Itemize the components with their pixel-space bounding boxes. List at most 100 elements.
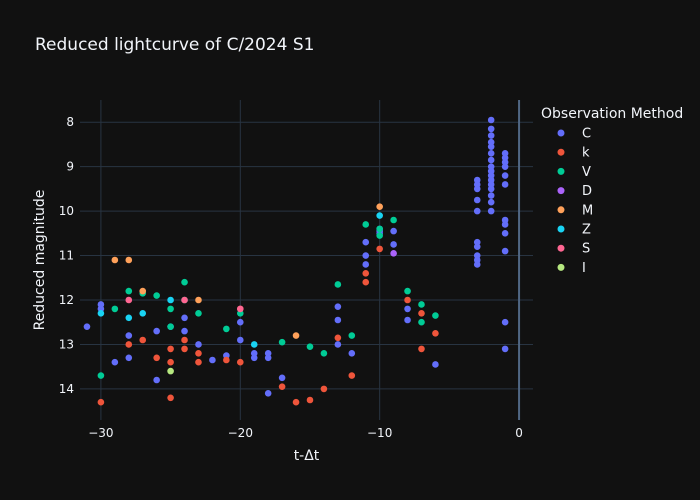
legend-item-C[interactable]: C — [557, 127, 592, 142]
point-Z — [97, 310, 105, 317]
point-k — [181, 336, 188, 344]
point-C — [501, 247, 509, 255]
point-V — [97, 372, 105, 379]
grid-lines — [80, 100, 533, 420]
legend-marker — [557, 263, 565, 271]
legend-marker — [557, 225, 565, 233]
y-tick-label: 11 — [59, 249, 74, 263]
legend-marker — [557, 167, 565, 175]
point-C — [487, 192, 495, 199]
point-C — [83, 323, 91, 330]
point-S — [125, 296, 133, 304]
point-C — [334, 316, 342, 324]
legend-item-D[interactable]: D — [557, 184, 593, 199]
point-M — [111, 256, 119, 264]
y-tick-label: 14 — [59, 382, 74, 396]
legend-label: S — [582, 242, 590, 257]
legend-label: I — [582, 261, 586, 276]
point-C — [501, 230, 509, 237]
point-k — [181, 345, 188, 353]
point-C — [473, 185, 481, 193]
point-V — [362, 221, 370, 228]
series-S — [125, 296, 244, 313]
y-tick-label: 12 — [59, 293, 74, 307]
point-C — [501, 345, 509, 353]
point-M — [125, 256, 133, 264]
point-k — [348, 372, 356, 379]
point-C — [432, 361, 439, 368]
point-C — [153, 376, 160, 384]
point-V — [320, 350, 328, 357]
point-S — [236, 305, 244, 313]
legend-item-I[interactable]: I — [557, 261, 586, 276]
legend-label: C — [582, 127, 591, 142]
legend-title: Observation Method — [541, 106, 683, 122]
point-Z — [376, 212, 383, 219]
point-k — [404, 296, 411, 304]
point-C — [404, 316, 411, 324]
point-V — [223, 325, 230, 333]
legend-label: V — [582, 165, 591, 180]
point-C — [264, 390, 272, 397]
point-C — [501, 221, 509, 228]
point-k — [362, 270, 370, 277]
point-C — [501, 163, 509, 170]
point-C — [501, 172, 509, 179]
x-axis-label: t-Δt — [294, 448, 320, 464]
point-C — [390, 241, 397, 248]
point-k — [167, 394, 174, 402]
point-C — [487, 198, 495, 206]
point-M — [376, 203, 383, 210]
point-C — [362, 261, 370, 268]
point-M — [195, 296, 202, 304]
point-V — [278, 338, 286, 346]
point-C — [153, 327, 160, 335]
plot-area — [80, 100, 533, 420]
point-V — [334, 281, 342, 288]
point-M — [139, 287, 147, 295]
point-C — [487, 150, 495, 157]
point-C — [111, 358, 119, 366]
point-k — [418, 310, 425, 317]
point-k — [167, 345, 174, 353]
point-C — [264, 354, 272, 362]
point-C — [487, 207, 495, 215]
legend-item-Z[interactable]: Z — [557, 223, 592, 238]
legend-label: M — [582, 203, 593, 218]
legend-item-M[interactable]: M — [557, 203, 594, 218]
point-Z — [139, 310, 147, 317]
point-C — [487, 156, 495, 164]
point-k — [320, 385, 328, 393]
point-Z — [125, 314, 133, 322]
legend-marker — [557, 148, 565, 156]
legend-marker — [557, 129, 565, 137]
legend-marker — [557, 187, 565, 195]
point-C — [473, 261, 481, 268]
point-C — [473, 207, 481, 215]
series-Z — [97, 212, 383, 348]
point-C — [404, 305, 411, 313]
y-tick-label: 13 — [59, 337, 74, 351]
point-V — [125, 287, 133, 295]
point-V — [376, 232, 383, 239]
series-M — [111, 203, 383, 339]
point-S — [181, 296, 188, 304]
series-D — [390, 250, 397, 257]
x-tick-label: −30 — [88, 426, 113, 440]
legend-label: Z — [582, 223, 591, 238]
y-axis-label: Reduced magnitude — [32, 190, 48, 331]
point-V — [390, 216, 397, 224]
point-C — [181, 314, 188, 322]
point-C — [125, 354, 133, 362]
legend-item-k[interactable]: k — [557, 146, 591, 161]
point-C — [236, 318, 244, 326]
point-C — [487, 143, 495, 150]
point-k — [97, 398, 105, 406]
point-I — [167, 367, 174, 375]
point-k — [278, 383, 286, 390]
legend-item-V[interactable]: V — [557, 165, 592, 180]
legend-item-S[interactable]: S — [557, 242, 591, 257]
point-k — [195, 350, 202, 357]
